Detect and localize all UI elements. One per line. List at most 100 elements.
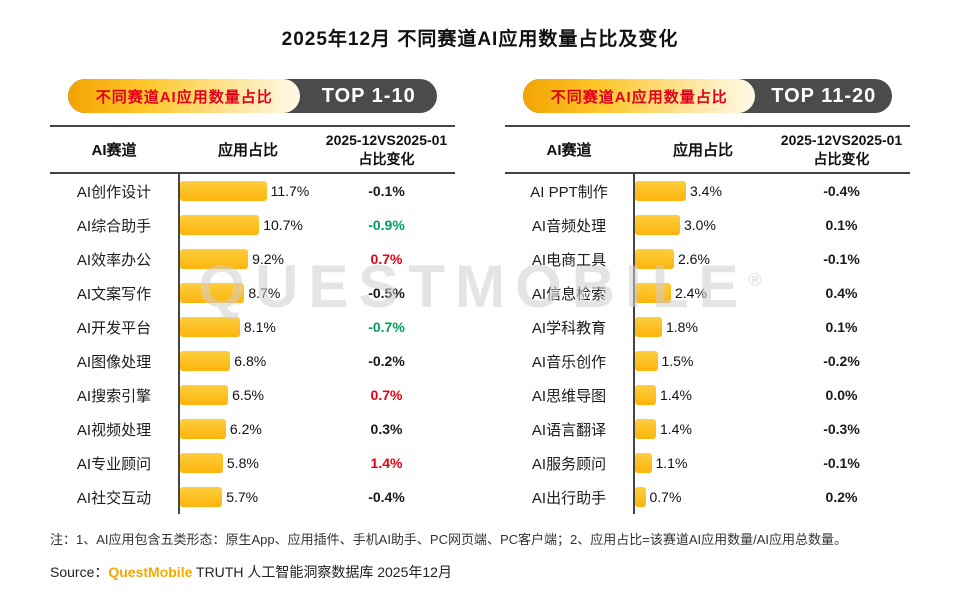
share-bar	[635, 181, 686, 201]
pill-label: 不同赛道AI应用数量占比	[68, 79, 301, 113]
share-bar	[635, 453, 652, 473]
track-label: AI电商工具	[531, 251, 607, 269]
share-value: 8.7%	[248, 285, 281, 301]
change-value: 1.4%	[370, 455, 403, 471]
panel-pill: 不同赛道AI应用数量占比 TOP 11-20	[523, 79, 892, 113]
share-bar	[180, 317, 240, 337]
footnote: 注：1、AI应用包含五类形态：原生App、应用插件、手机AI助手、PC网页端、P…	[50, 532, 848, 547]
change-value: -0.2%	[368, 353, 405, 369]
share-bar-cell: 6.5%	[178, 378, 318, 412]
source-suffix: TRUTH 人工智能洞察数据库 2025年12月	[192, 564, 452, 581]
page-title: 2025年12月 不同赛道AI应用数量占比及变化	[281, 29, 679, 50]
header-change: 2025-12VS2025-01 占比变化	[325, 132, 448, 167]
share-table: AI赛道 应用占比 2025-12VS2025-01 占比变化 AI创作设计 11.…	[50, 125, 455, 514]
change-value: 0.0%	[825, 387, 858, 403]
pill-label: 不同赛道AI应用数量占比	[523, 79, 756, 113]
share-bar	[635, 487, 646, 507]
panel-pill: 不同赛道AI应用数量占比 TOP 1-10	[68, 79, 437, 113]
table-row: AI思维导图 1.4% 0.0%	[505, 378, 910, 412]
header-share: 应用占比	[217, 142, 278, 159]
table-row: AI音乐创作 1.5% -0.2%	[505, 344, 910, 378]
share-value: 2.6%	[678, 251, 710, 267]
share-value: 2.4%	[675, 285, 707, 301]
table-row: AI图像处理 6.8% -0.2%	[50, 344, 455, 378]
table-header: AI赛道 应用占比 2025-12VS2025-01 占比变化	[505, 125, 910, 174]
share-bar	[635, 249, 674, 269]
share-value: 1.4%	[660, 387, 692, 403]
panel-top-11-20: 不同赛道AI应用数量占比 TOP 11-20 AI赛道 应用占比 2025-12…	[505, 79, 910, 514]
share-bar	[180, 385, 229, 405]
source-line: Source：QuestMobile TRUTH 人工智能洞察数据库 2025年…	[0, 562, 960, 582]
change-value: -0.3%	[823, 421, 860, 437]
share-bar-cell: 3.4%	[633, 174, 773, 208]
change-value: -0.4%	[368, 489, 405, 505]
change-value: 0.1%	[825, 319, 858, 335]
source-brand: QuestMobile	[108, 564, 193, 581]
share-bar-cell: 1.8%	[633, 310, 773, 344]
share-value: 6.5%	[232, 387, 265, 403]
track-label: AI综合助手	[76, 217, 152, 235]
share-value: 1.8%	[666, 319, 698, 335]
share-bar	[180, 419, 226, 439]
change-value: -0.7%	[368, 319, 405, 335]
share-bar-cell: 8.7%	[178, 276, 318, 310]
share-table: AI赛道 应用占比 2025-12VS2025-01 占比变化 AI PPT制作 3…	[505, 125, 910, 514]
change-value: -0.2%	[823, 353, 860, 369]
change-value: 0.2%	[825, 489, 858, 505]
share-value: 1.1%	[655, 455, 688, 471]
share-bar-cell: 1.1%	[633, 446, 773, 480]
share-bar-cell: 6.2%	[178, 412, 318, 446]
change-value: 0.7%	[370, 251, 403, 267]
share-value: 5.8%	[226, 455, 259, 471]
header-change: 2025-12VS2025-01 占比变化	[780, 132, 903, 167]
pill-rank-badge: TOP 11-20	[771, 84, 877, 107]
table-row: AI出行助手 0.7% 0.2%	[505, 480, 910, 514]
track-label: AI PPT制作	[530, 183, 608, 201]
panel-top-1-10: 不同赛道AI应用数量占比 TOP 1-10 AI赛道 应用占比 2025-12V…	[50, 79, 455, 514]
change-value: 0.7%	[370, 387, 403, 403]
share-bar	[180, 249, 249, 269]
share-bar-cell: 1.4%	[633, 412, 773, 446]
table-row: AI搜索引擎 6.5% 0.7%	[50, 378, 455, 412]
table-row: AI电商工具 2.6% -0.1%	[505, 242, 910, 276]
share-bar	[635, 215, 680, 235]
share-bar	[635, 317, 662, 337]
track-label: AI社交互动	[76, 489, 152, 507]
table-body: AI PPT制作 3.4% -0.4% AI音频处理 3.0% 0.1% AI电商工具 2.6…	[505, 174, 910, 514]
change-value: -0.1%	[368, 183, 405, 199]
share-value: 5.7%	[226, 489, 259, 505]
share-value: 3.4%	[690, 183, 722, 199]
change-value: 0.3%	[370, 421, 403, 437]
share-value: 11.7%	[270, 183, 310, 199]
share-bar	[635, 385, 656, 405]
change-value: -0.9%	[368, 217, 405, 233]
table-row: AI文案写作 8.7% -0.5%	[50, 276, 455, 310]
track-label: AI音乐创作	[531, 353, 607, 371]
track-label: AI音频处理	[531, 217, 607, 235]
table-header: AI赛道 应用占比 2025-12VS2025-01 占比变化	[50, 125, 455, 174]
share-bar	[180, 351, 231, 371]
share-bar	[180, 215, 260, 235]
share-value: 0.7%	[649, 489, 682, 505]
track-label: AI专业顾问	[76, 455, 152, 473]
share-value: 6.2%	[229, 421, 262, 437]
header-track: AI赛道	[91, 142, 137, 159]
share-bar	[180, 181, 267, 201]
share-value: 1.5%	[661, 353, 694, 369]
track-label: AI开发平台	[76, 319, 152, 337]
panels-container: 不同赛道AI应用数量占比 TOP 1-10 AI赛道 应用占比 2025-12V…	[0, 79, 960, 514]
share-value: 9.2%	[252, 251, 285, 267]
share-value: 1.4%	[660, 421, 692, 437]
change-value: 0.4%	[825, 285, 858, 301]
share-value: 6.8%	[234, 353, 267, 369]
share-bar-cell: 9.2%	[178, 242, 318, 276]
table-row: AI社交互动 5.7% -0.4%	[50, 480, 455, 514]
table-row: AI创作设计 11.7% -0.1%	[50, 174, 455, 208]
track-label: AI信息检索	[531, 285, 607, 303]
share-bar-cell: 8.1%	[178, 310, 318, 344]
share-bar-cell: 10.7%	[178, 208, 318, 242]
table-row: AI学科教育 1.8% 0.1%	[505, 310, 910, 344]
share-bar-cell: 11.7%	[178, 174, 318, 208]
header-share: 应用占比	[672, 142, 733, 159]
